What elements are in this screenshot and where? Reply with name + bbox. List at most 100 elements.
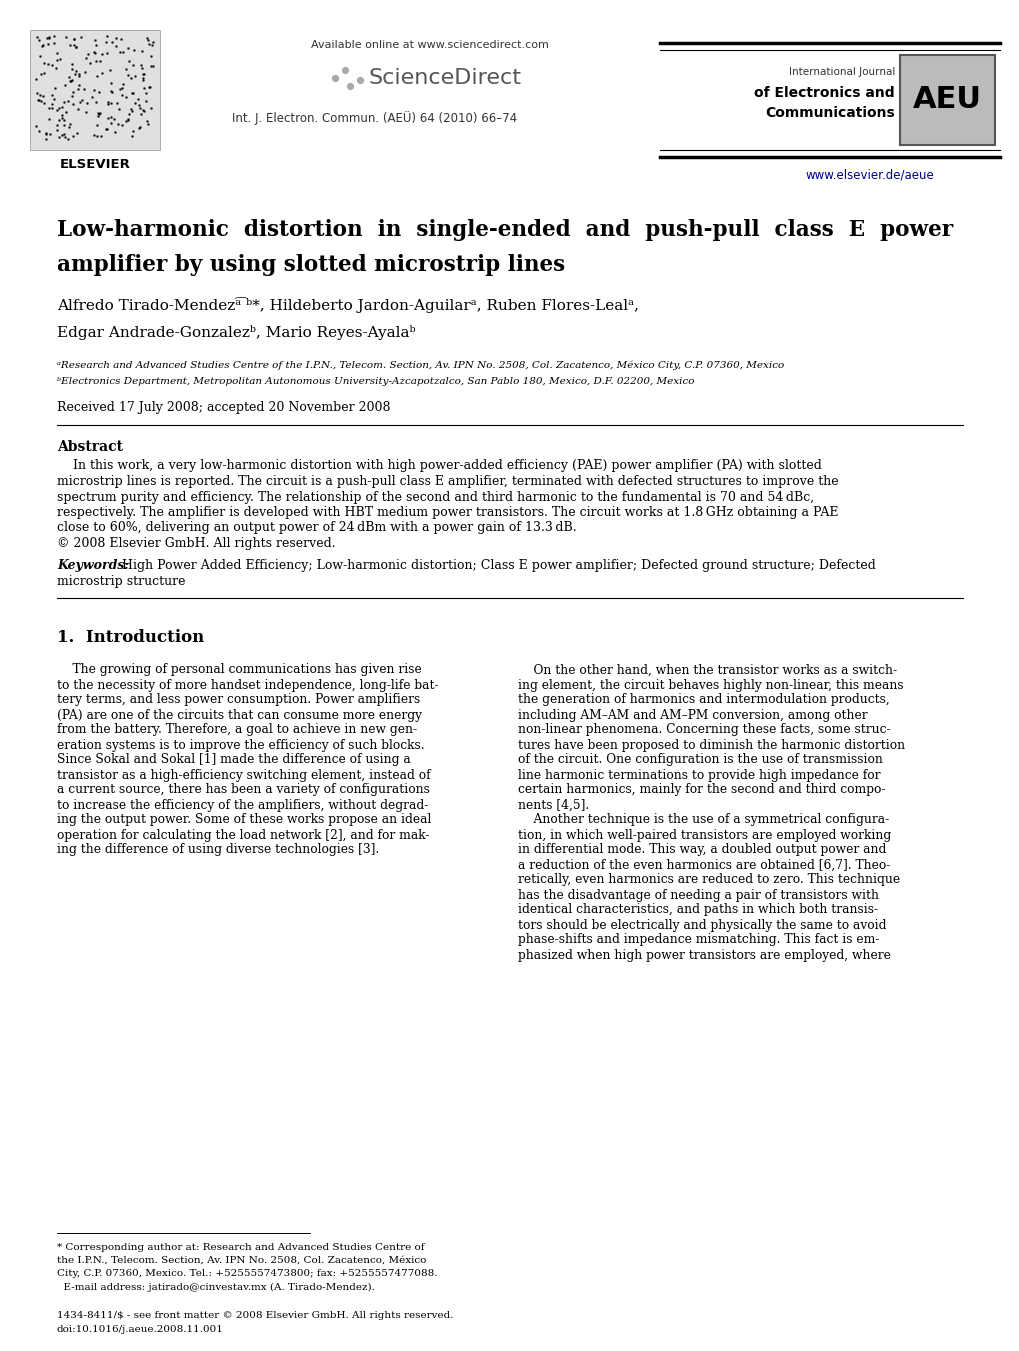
Point — [70, 62, 87, 84]
Point — [111, 99, 127, 120]
Point — [132, 116, 149, 138]
Point — [123, 100, 140, 122]
Point — [36, 92, 52, 113]
Point — [30, 89, 46, 111]
Point — [140, 28, 156, 50]
Point — [64, 85, 81, 107]
Point — [88, 50, 104, 72]
Text: non-linear phenomena. Concerning these facts, some struc-: non-linear phenomena. Concerning these f… — [518, 724, 890, 736]
Point — [62, 113, 78, 135]
Point — [54, 108, 70, 130]
Text: the I.P.N., Telecom. Section, Av. IPN No. 2508, Col. Zacatenco, México: the I.P.N., Telecom. Section, Av. IPN No… — [57, 1256, 426, 1265]
Text: 1.  Introduction: 1. Introduction — [57, 630, 204, 647]
Point — [143, 76, 159, 97]
Point — [33, 84, 49, 105]
Point — [123, 99, 140, 120]
Text: in differential mode. This way, a doubled output power and: in differential mode. This way, a double… — [518, 843, 886, 857]
Point — [118, 85, 135, 107]
Point — [103, 73, 119, 95]
Point — [106, 108, 122, 130]
Point — [76, 62, 93, 84]
Text: microstrip lines is reported. The circuit is a push-pull class E amplifier, term: microstrip lines is reported. The circui… — [57, 476, 838, 488]
Point — [67, 36, 84, 58]
Text: spectrum purity and efficiency. The relationship of the second and third harmoni: spectrum purity and efficiency. The rela… — [57, 490, 813, 504]
Point — [78, 47, 95, 69]
Point — [131, 97, 148, 119]
Point — [141, 32, 157, 54]
Point — [29, 26, 45, 47]
Point — [32, 89, 48, 111]
Text: Communications: Communications — [764, 105, 894, 120]
Point — [57, 74, 73, 96]
Point — [60, 116, 76, 138]
Point — [108, 35, 124, 57]
Point — [52, 47, 68, 69]
Point — [135, 68, 151, 89]
Text: On the other hand, when the transistor works as a switch-: On the other hand, when the transistor w… — [518, 663, 897, 677]
Text: E-mail address: jatirado@cinvestav.mx (A. Tirado-Mendez).: E-mail address: jatirado@cinvestav.mx (A… — [57, 1283, 375, 1292]
Point — [30, 82, 46, 104]
Point — [70, 74, 87, 96]
Point — [40, 54, 56, 76]
Point — [35, 34, 51, 55]
Point — [93, 126, 109, 147]
Point — [135, 58, 151, 80]
Bar — [899, 55, 994, 145]
Point — [67, 59, 84, 81]
Point — [99, 42, 115, 63]
Text: of the circuit. One configuration is the use of transmission: of the circuit. One configuration is the… — [518, 754, 882, 766]
Point — [47, 77, 63, 99]
Point — [48, 58, 64, 80]
Point — [114, 85, 130, 107]
Point — [62, 34, 78, 55]
Point — [63, 54, 79, 76]
Point — [118, 111, 135, 132]
Point — [130, 93, 147, 115]
Point — [38, 128, 54, 150]
Point — [56, 109, 72, 131]
Point — [44, 93, 60, 115]
Point — [119, 109, 136, 131]
Point — [82, 53, 98, 74]
Point — [110, 113, 126, 135]
Text: Int. J. Electron. Commun. (AEÜ) 64 (2010) 66–74: Int. J. Electron. Commun. (AEÜ) 64 (2010… — [232, 111, 517, 126]
Point — [326, 68, 342, 89]
Point — [112, 41, 128, 62]
Point — [31, 30, 47, 51]
Point — [53, 104, 69, 126]
Point — [135, 69, 151, 91]
Point — [64, 69, 81, 91]
Point — [135, 63, 151, 85]
Point — [60, 91, 76, 112]
Point — [130, 118, 147, 139]
Point — [124, 120, 141, 142]
Point — [71, 92, 88, 113]
Point — [73, 89, 90, 111]
Text: ᵇElectronics Department, Metropolitan Autonomous University-Azcapotzalco, San Pa: ᵇElectronics Department, Metropolitan Au… — [57, 377, 694, 385]
Point — [145, 55, 161, 77]
Point — [38, 123, 54, 145]
Text: the generation of harmonics and intermodulation products,: the generation of harmonics and intermod… — [518, 693, 889, 707]
Point — [145, 31, 161, 53]
Text: ScienceDirect: ScienceDirect — [368, 68, 521, 88]
Point — [64, 81, 81, 103]
Point — [143, 45, 159, 66]
Text: (PA) are one of the circuits that can consume more energy: (PA) are one of the circuits that can co… — [57, 708, 422, 721]
Point — [94, 43, 110, 65]
Point — [46, 88, 62, 109]
Point — [65, 126, 82, 147]
Point — [55, 123, 71, 145]
Point — [33, 91, 49, 112]
Point — [130, 88, 147, 109]
Point — [103, 92, 119, 113]
Point — [84, 86, 100, 108]
Point — [49, 42, 65, 63]
Text: line harmonic terminations to provide high impedance for: line harmonic terminations to provide hi… — [518, 769, 879, 781]
Text: www.elsevier.de/aeue: www.elsevier.de/aeue — [805, 169, 933, 181]
Text: Low-harmonic  distortion  in  single-ended  and  push-pull  class  E  power: Low-harmonic distortion in single-ended … — [57, 219, 952, 240]
Point — [91, 81, 107, 103]
Point — [87, 42, 103, 63]
Text: amplifier by using slotted microstrip lines: amplifier by using slotted microstrip li… — [57, 254, 565, 276]
Point — [78, 101, 95, 123]
Text: retically, even harmonics are reduced to zero. This technique: retically, even harmonics are reduced to… — [518, 874, 899, 886]
